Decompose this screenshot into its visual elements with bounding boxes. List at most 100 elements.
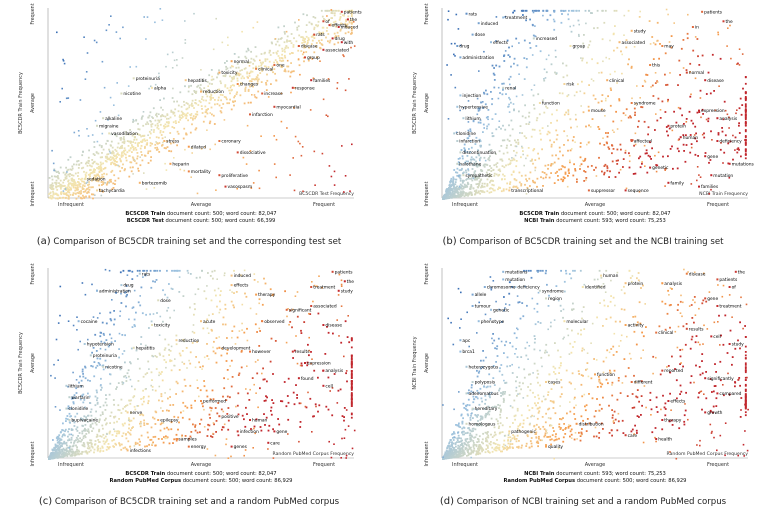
sparse-square xyxy=(353,45,356,47)
sparse-square xyxy=(188,106,190,109)
density-square xyxy=(64,430,66,433)
density-square xyxy=(111,156,114,159)
sparse-square xyxy=(216,278,218,280)
density-square xyxy=(101,321,104,324)
density-square xyxy=(350,380,353,382)
density-square xyxy=(146,269,148,272)
density-square xyxy=(55,183,58,186)
point-marker xyxy=(187,170,190,173)
density-square xyxy=(66,418,69,421)
density-square xyxy=(630,67,633,69)
density-square xyxy=(108,158,111,161)
density-square xyxy=(81,424,84,427)
density-square xyxy=(454,181,457,183)
density-square xyxy=(98,419,101,422)
density-square xyxy=(543,111,546,114)
density-square xyxy=(62,452,64,455)
density-square xyxy=(208,424,211,427)
sparse-square xyxy=(338,335,340,337)
density-square xyxy=(215,91,218,93)
density-square xyxy=(535,45,538,47)
point-label: development xyxy=(221,345,250,351)
sparse-square xyxy=(576,125,578,128)
sparse-square xyxy=(673,22,675,24)
density-square xyxy=(477,107,480,110)
density-square xyxy=(257,78,260,81)
sparse-square xyxy=(677,139,680,141)
density-square xyxy=(558,146,561,149)
sparse-square xyxy=(215,189,217,191)
density-square xyxy=(67,184,70,187)
density-square xyxy=(125,295,128,298)
density-square xyxy=(489,187,492,189)
density-square xyxy=(492,189,495,192)
density-square xyxy=(101,180,104,183)
density-square xyxy=(80,178,82,181)
density-square xyxy=(166,117,168,120)
density-square xyxy=(117,409,120,411)
density-square xyxy=(65,450,68,453)
density-square xyxy=(744,142,747,144)
density-square xyxy=(240,77,243,80)
density-square xyxy=(625,39,628,41)
sparse-square xyxy=(308,336,310,339)
density-square xyxy=(606,165,609,168)
sparse-square xyxy=(340,305,343,307)
density-square xyxy=(145,123,147,126)
density-square xyxy=(350,374,353,377)
sparse-square xyxy=(297,140,300,143)
density-square xyxy=(638,16,641,18)
sparse-square xyxy=(116,82,118,84)
sparse-square xyxy=(83,36,85,38)
density-square xyxy=(561,180,564,183)
density-square xyxy=(686,32,689,35)
density-square xyxy=(222,75,225,77)
density-square xyxy=(115,157,117,160)
density-square xyxy=(620,148,622,151)
sparse-square xyxy=(348,78,350,80)
density-square xyxy=(85,161,88,164)
density-square xyxy=(630,65,633,68)
density-square xyxy=(261,70,264,72)
density-square xyxy=(91,422,94,425)
density-square xyxy=(137,170,140,172)
density-square xyxy=(128,423,131,426)
density-square xyxy=(169,359,172,362)
sparse-square xyxy=(333,184,336,186)
point-marker xyxy=(477,22,480,25)
density-square xyxy=(88,450,91,453)
density-square xyxy=(124,153,127,156)
density-square xyxy=(509,163,511,165)
point-label: clinical xyxy=(258,66,273,72)
density-square xyxy=(459,177,462,180)
density-square xyxy=(737,147,740,150)
density-square xyxy=(245,406,247,409)
density-square xyxy=(85,433,88,435)
sparse-square xyxy=(51,149,53,152)
density-square xyxy=(350,394,353,396)
density-square xyxy=(542,177,545,180)
sparse-square xyxy=(92,316,95,318)
density-square xyxy=(624,151,627,154)
density-square xyxy=(86,420,89,423)
sparse-square xyxy=(133,159,136,161)
density-square xyxy=(72,185,75,187)
point-label: associated xyxy=(622,40,646,46)
density-square xyxy=(446,191,449,194)
density-square xyxy=(514,145,517,148)
density-square xyxy=(667,155,669,158)
density-square xyxy=(584,157,587,160)
sparse-square xyxy=(174,358,176,360)
density-square xyxy=(68,433,71,436)
sparse-square xyxy=(210,409,212,412)
sparse-square xyxy=(479,159,481,162)
point-label: drug xyxy=(335,36,345,42)
density-square xyxy=(476,177,479,179)
density-square xyxy=(139,425,142,428)
density-square xyxy=(56,451,58,453)
density-square xyxy=(569,161,571,164)
sparse-square xyxy=(457,175,460,177)
density-square xyxy=(456,192,459,194)
sparse-square xyxy=(711,139,713,141)
density-square xyxy=(220,107,223,109)
